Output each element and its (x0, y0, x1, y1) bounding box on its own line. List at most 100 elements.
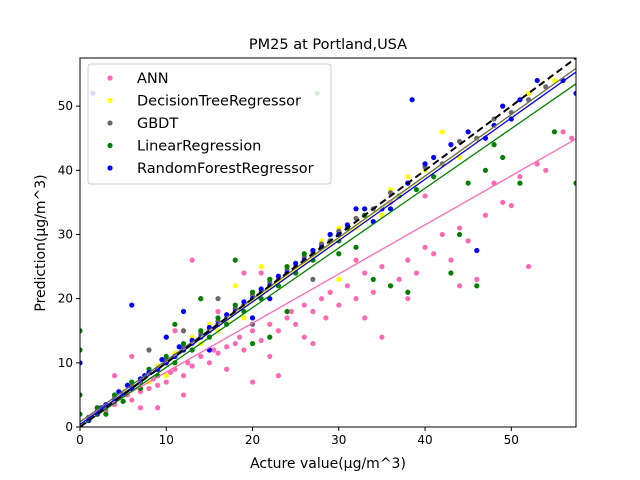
point-0-29 (288, 308, 294, 315)
point-0-5 (129, 397, 135, 403)
y-tick-label-1: 10 (58, 356, 73, 370)
x-tick-label-0: 0 (76, 433, 84, 447)
point-4-57 (573, 90, 576, 96)
point-4-62 (249, 315, 256, 321)
point-3-44 (482, 167, 489, 173)
point-4-45 (422, 161, 428, 167)
point-0-39 (362, 270, 368, 276)
point-3-22 (232, 302, 238, 308)
point-0-84 (275, 373, 281, 379)
fit-line-0 (80, 138, 576, 422)
point-0-44 (405, 257, 411, 263)
point-0-7 (146, 385, 152, 392)
point-0-16 (198, 353, 204, 360)
point-3-41 (448, 270, 454, 276)
point-4-61 (163, 334, 169, 340)
point-0-75 (362, 315, 368, 321)
point-0-51 (465, 238, 471, 244)
y-tick-label-3: 30 (58, 227, 73, 241)
point-0-86 (172, 328, 178, 334)
point-3-18 (198, 328, 204, 334)
point-3-16 (180, 340, 187, 347)
point-0-53 (482, 212, 489, 218)
point-3-14 (163, 353, 169, 360)
point-4-43 (387, 206, 394, 212)
point-0-18 (211, 347, 217, 353)
point-3-26 (267, 276, 273, 282)
legend-marker-0 (107, 75, 113, 81)
point-4-18 (176, 344, 182, 350)
y-tick-label-4: 40 (58, 163, 73, 177)
point-3-3 (80, 392, 83, 398)
y-tick-label-0: 0 (65, 420, 73, 434)
point-0-45 (413, 270, 420, 276)
point-3-49 (370, 276, 376, 282)
point-0-20 (224, 344, 230, 350)
point-4-10 (129, 302, 135, 308)
reference-line (80, 58, 576, 427)
point-4-55 (534, 77, 540, 84)
point-0-15 (189, 363, 195, 369)
point-3-42 (465, 180, 471, 186)
point-0-40 (370, 289, 376, 295)
point-0-58 (525, 263, 532, 270)
point-0-36 (336, 302, 342, 308)
legend-marker-1 (107, 97, 113, 104)
chart-title: PM25 at Portland,USA (249, 37, 407, 53)
point-3-55 (551, 129, 558, 135)
point-3-20 (215, 315, 221, 321)
point-0-28 (284, 315, 290, 321)
point-3-59 (284, 308, 290, 315)
point-0-32 (310, 308, 316, 315)
point-3-58 (172, 321, 178, 327)
x-tick-label-5: 50 (504, 433, 519, 447)
point-3-53 (456, 231, 463, 238)
x-axis-label: Acture value(μg/m^3) (250, 456, 406, 472)
point-3-54 (491, 142, 497, 148)
legend-label-3: LinearRegression (137, 139, 261, 155)
point-0-68 (129, 353, 135, 360)
point-0-71 (180, 392, 187, 398)
x-tick-label-4: 40 (417, 433, 432, 447)
point-0-74 (310, 340, 316, 347)
point-1-33 (405, 174, 411, 180)
fit-line-3 (80, 83, 576, 427)
point-1-40 (525, 90, 532, 96)
point-4-40 (362, 206, 368, 212)
point-0-34 (323, 315, 329, 321)
point-0-70 (137, 405, 143, 411)
point-0-76 (379, 334, 385, 340)
point-3-0 (80, 328, 83, 334)
point-0-50 (456, 225, 463, 231)
point-2-44 (310, 276, 316, 282)
point-3-47 (573, 180, 576, 186)
y-tick-label-2: 20 (58, 292, 73, 306)
point-0-59 (534, 161, 540, 167)
point-3-40 (431, 174, 437, 180)
plot-area (80, 58, 576, 427)
point-3-61 (232, 257, 238, 263)
point-4-52 (500, 103, 506, 109)
point-0-63 (189, 257, 195, 263)
point-3-57 (198, 296, 204, 302)
legend-label-1: DecisionTreeRegressor (137, 94, 301, 110)
fit-line-2 (80, 67, 576, 423)
point-0-77 (405, 296, 411, 302)
point-0-73 (267, 353, 273, 360)
y-axis-label: Prediction(μg/m^3) (33, 174, 49, 311)
point-0-19 (215, 350, 221, 356)
point-0-89 (422, 193, 428, 199)
legend-marker-3 (107, 142, 113, 149)
point-0-85 (155, 405, 161, 411)
point-3-7 (103, 411, 109, 417)
point-0-83 (301, 334, 307, 340)
point-0-78 (456, 283, 463, 289)
point-3-56 (249, 340, 256, 347)
point-0-13 (180, 373, 187, 379)
point-0-33 (318, 296, 325, 302)
point-1-41 (551, 77, 558, 84)
point-0-69 (111, 373, 118, 379)
point-0-38 (353, 296, 359, 302)
point-0-87 (258, 270, 264, 276)
